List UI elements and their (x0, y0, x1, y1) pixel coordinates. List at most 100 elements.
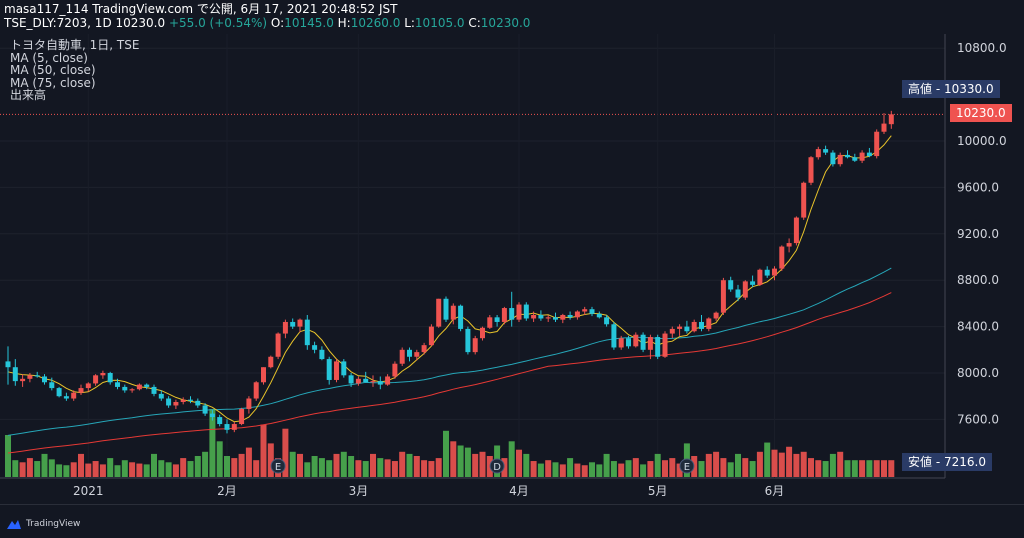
volume-bar (618, 463, 625, 477)
volume-bar (567, 458, 574, 477)
candle-body (319, 349, 325, 360)
badge-sep: - (935, 82, 944, 96)
volume-bar (720, 458, 727, 477)
volume-bar (304, 462, 311, 477)
legend-ma75[interactable]: MA (75, close) (10, 75, 96, 90)
high-label: H: (337, 16, 351, 30)
volume-bar (822, 461, 829, 477)
legend-ma5[interactable]: MA (5, close) (10, 50, 88, 65)
candle-body (750, 281, 756, 285)
event-marker-label: D (493, 462, 501, 473)
volume-bar (640, 464, 647, 477)
candle-body (509, 308, 515, 320)
volume-bar (121, 460, 128, 477)
legend-title[interactable]: トヨタ自動車, 1日, TSE (10, 38, 140, 52)
volume-bar (114, 465, 121, 477)
candle-body (779, 246, 785, 269)
change-value: +55.0 (+0.54%) (168, 16, 268, 30)
volume-bar (129, 462, 136, 477)
candle-body (852, 157, 858, 161)
volume-bar (698, 461, 705, 477)
candle-body (487, 317, 493, 328)
volume-bar (70, 462, 77, 477)
volume-bar (457, 445, 464, 477)
candle-body (859, 152, 865, 161)
candle-body (501, 308, 507, 322)
high-badge: 高値 - 10330.0 (902, 80, 1000, 98)
volume-bar (216, 441, 223, 477)
volume-bar (340, 451, 347, 477)
volume-bar (377, 458, 384, 477)
candle-body (348, 375, 354, 384)
low-badge-value: 7216.0 (944, 455, 986, 469)
candle-body (312, 345, 318, 350)
candle-body (158, 393, 164, 399)
tradingview-logo[interactable]: TradingView (6, 518, 80, 530)
legend-volume[interactable]: 出来高 (10, 88, 47, 102)
volume-bar (253, 460, 260, 477)
volume-bar (180, 458, 187, 477)
volume-bar (851, 460, 858, 477)
event-marker (679, 458, 695, 474)
candle-body (720, 280, 726, 313)
candle-body (436, 298, 442, 327)
volume-bar (589, 462, 595, 477)
y-tick-label: 8400.0 (957, 320, 999, 334)
volume-bar (158, 460, 165, 477)
candle-body (136, 384, 142, 390)
candle-body (188, 399, 193, 401)
volume-bar (581, 465, 588, 477)
volume-bar (107, 458, 114, 477)
high-badge-label: 高値 (908, 82, 933, 96)
candle-body (71, 392, 77, 399)
low-label: L: (404, 16, 415, 30)
close-value: 10230.0 (480, 16, 531, 30)
y-tick-label: 8800.0 (957, 273, 999, 287)
x-tick-label: 3月 (349, 484, 369, 498)
volume-bar (523, 453, 530, 477)
symbol-label: TSE_DLY:7203, 1D 10230.0 (4, 16, 166, 30)
candle-body (866, 152, 872, 157)
publish-info: masa117_114 TradingView.com で公開, 6月 17, … (4, 2, 398, 16)
legend-ma50[interactable]: MA (50, close) (10, 63, 96, 77)
candle-body (611, 324, 617, 348)
ma75-line (7, 292, 892, 454)
candle-body (63, 396, 69, 399)
volume-bar (479, 451, 486, 477)
volume-bar (676, 463, 683, 477)
candle-body (808, 157, 814, 183)
volume-bar (326, 460, 333, 477)
candle-body (626, 338, 631, 347)
volume-bar (443, 430, 449, 477)
x-tick-label: 6月 (765, 484, 785, 498)
candle-body (290, 321, 296, 327)
candle-body (399, 349, 405, 364)
candle-body (640, 334, 646, 350)
candle-body (881, 123, 887, 132)
volume-bar (231, 458, 238, 477)
candle-body (589, 309, 595, 314)
candle-body (443, 298, 449, 320)
candle-body (472, 338, 478, 353)
candle-body (42, 376, 47, 383)
event-marker-label: E (684, 462, 690, 473)
volume-bar (99, 464, 106, 477)
candle-body (268, 356, 274, 368)
candle-body (85, 383, 91, 389)
candle-body (202, 405, 208, 414)
volume-bar (194, 456, 201, 477)
candle-body (830, 152, 836, 165)
candle-body (173, 402, 179, 406)
volume-bar (92, 461, 99, 477)
volume-bar (289, 451, 296, 477)
candle-body (699, 321, 704, 329)
candle-body (253, 382, 259, 399)
candle-body (5, 361, 11, 368)
volume-bar (136, 463, 143, 477)
candle-body (815, 149, 821, 158)
high-value: 10260.0 (350, 16, 401, 30)
candle-body (538, 315, 544, 319)
candle-body (742, 281, 748, 298)
candle-body (122, 386, 128, 391)
